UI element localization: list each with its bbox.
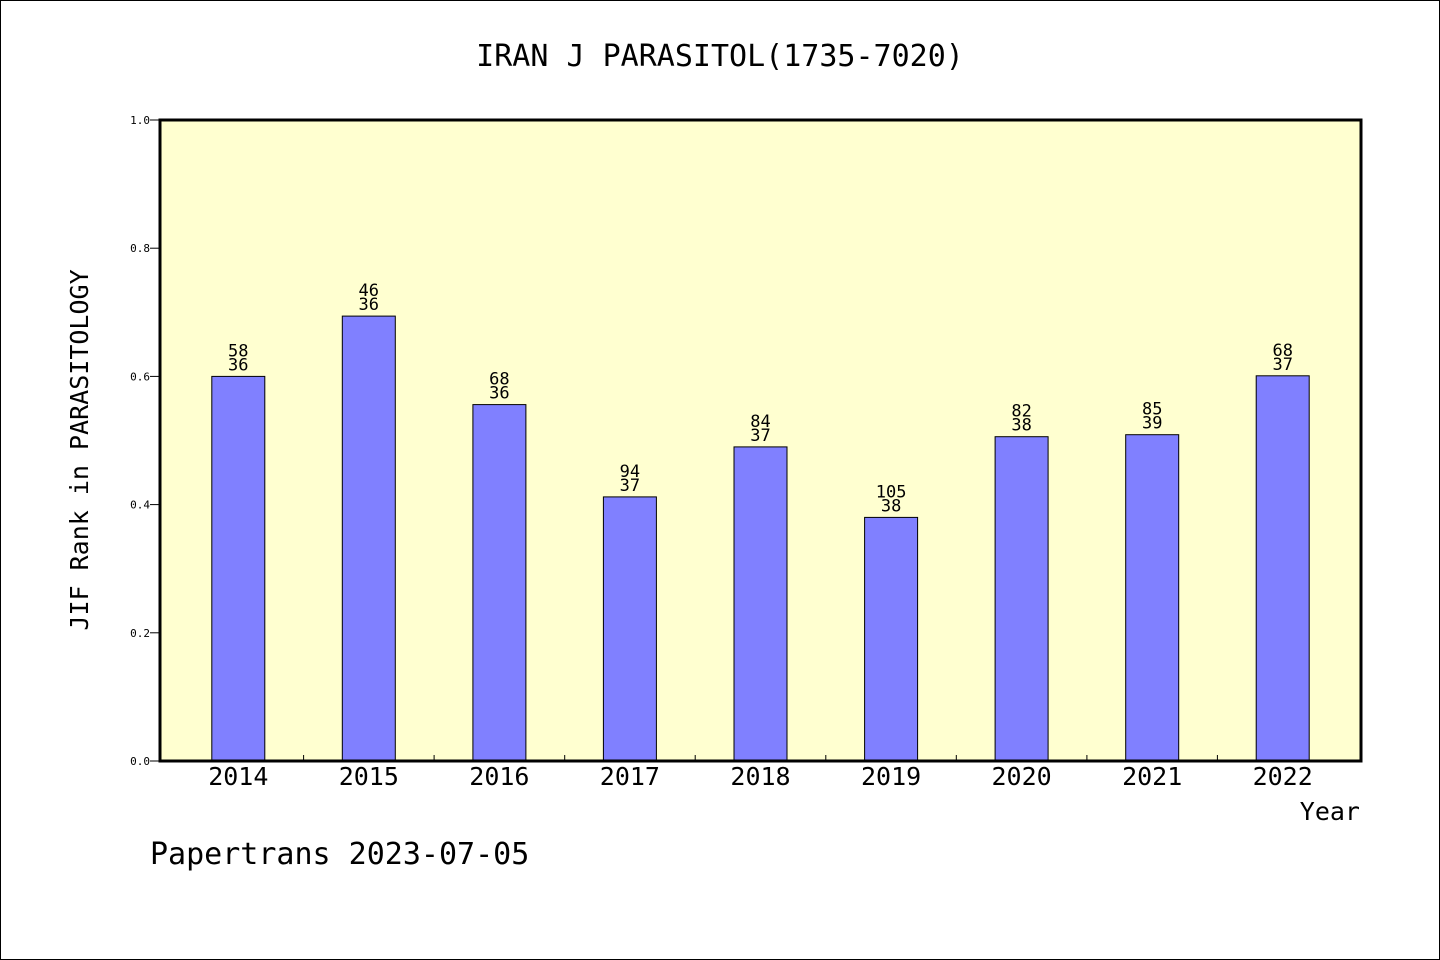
y-axis-label: JIF Rank in PARASITOLOGY xyxy=(65,269,94,630)
bar-2017 xyxy=(602,496,657,762)
bar-2019 xyxy=(864,516,919,762)
bar-rank-label-2019: 105 xyxy=(876,482,907,502)
bar-total-label-2016: 36 xyxy=(489,384,509,404)
bar-total-label-2022: 37 xyxy=(1272,355,1292,375)
bar-2016 xyxy=(472,404,527,762)
bar-total-label-2021: 39 xyxy=(1142,414,1162,434)
bar-2020 xyxy=(994,436,1049,762)
x-tick-label-2021: 2021 xyxy=(1122,762,1182,791)
bar-2015 xyxy=(341,315,396,762)
bar-2018 xyxy=(733,446,788,762)
footer-credit: Papertrans 2023-07-05 xyxy=(150,837,529,872)
x-tick-label-2019: 2019 xyxy=(861,762,921,791)
bar-rank-label-2021: 85 xyxy=(1142,400,1162,420)
bar-total-label-2019: 38 xyxy=(881,496,901,516)
bar-2022 xyxy=(1255,375,1310,762)
bar-rank-label-2014: 58 xyxy=(228,341,248,361)
bar-rank-label-2020: 82 xyxy=(1011,402,1031,422)
x-tick-label-2017: 2017 xyxy=(600,762,660,791)
y-tick-label-1.0: 1.0 xyxy=(130,114,150,127)
x-tick-label-2015: 2015 xyxy=(339,762,399,791)
chart-title: IRAN J PARASITOL(1735-7020) xyxy=(476,39,964,74)
bar-rank-label-2018: 84 xyxy=(750,412,770,432)
bar-rank-label-2017: 94 xyxy=(620,462,640,482)
bar-total-label-2017: 37 xyxy=(620,476,640,496)
y-tick-label-0.6: 0.6 xyxy=(130,370,150,383)
y-tick-label-0.2: 0.2 xyxy=(130,627,150,640)
bar-rank-label-2016: 68 xyxy=(489,370,509,390)
y-tick-label-0.8: 0.8 xyxy=(130,242,150,255)
bar-2014 xyxy=(211,375,266,762)
x-tick-label-2016: 2016 xyxy=(469,762,529,791)
x-axis-label: Year xyxy=(1300,797,1360,826)
x-tick-label-2020: 2020 xyxy=(991,762,1051,791)
y-tick-label-0.4: 0.4 xyxy=(130,499,150,512)
plot-border xyxy=(158,118,1363,763)
bar-total-label-2014: 36 xyxy=(228,355,248,375)
x-tick-label-2022: 2022 xyxy=(1253,762,1313,791)
y-tick-label-0.0: 0.0 xyxy=(130,755,150,768)
bar-total-label-2015: 36 xyxy=(359,295,379,315)
x-tick-label-2018: 2018 xyxy=(730,762,790,791)
bar-total-label-2018: 37 xyxy=(750,426,770,446)
bar-total-label-2020: 38 xyxy=(1011,416,1031,436)
x-tick-label-2014: 2014 xyxy=(208,762,268,791)
bar-2021 xyxy=(1125,434,1180,762)
bar-rank-label-2022: 68 xyxy=(1272,341,1292,361)
bar-rank-label-2015: 46 xyxy=(359,281,379,301)
